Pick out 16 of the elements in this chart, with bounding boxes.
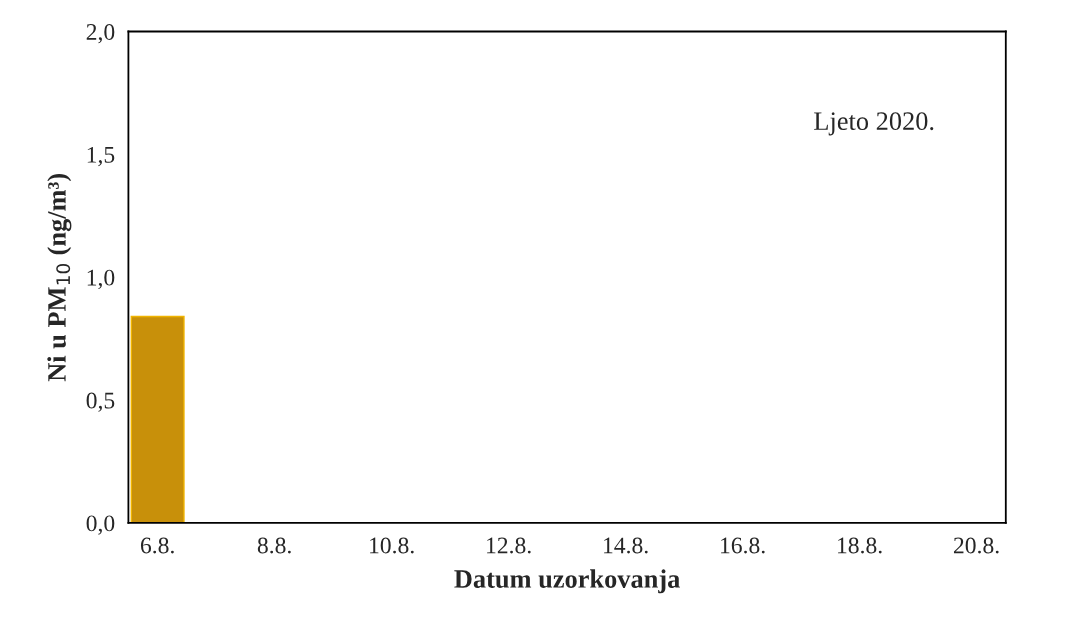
y-tick-label: 1,5 xyxy=(87,146,115,167)
y-tick-label: 2,0 xyxy=(86,23,115,44)
y-tick-label: 0,0 xyxy=(86,515,115,535)
x-tick-label: 16.8. xyxy=(721,537,765,554)
y-tick-label: 1,0 xyxy=(87,269,115,290)
annotation: Ljeto 2020. xyxy=(814,112,934,136)
x-axis-title: Datum uzorkovanja xyxy=(454,569,680,594)
x-tick-label: 10.8. xyxy=(370,537,414,554)
x-tick-label: 12.8. xyxy=(487,537,531,554)
x-tick-label: 18.8. xyxy=(838,537,882,554)
x-tick-label: 14.8. xyxy=(604,537,648,554)
x-tick-label: 20.8. xyxy=(953,537,999,554)
x-tick-label: 8.8. xyxy=(257,537,291,554)
y-axis-title: Ni u PM$_{10}$ (ng/m³) xyxy=(47,173,72,382)
y-tick-label: 0,5 xyxy=(86,392,115,412)
x-tick-label: 6.8. xyxy=(140,537,174,554)
